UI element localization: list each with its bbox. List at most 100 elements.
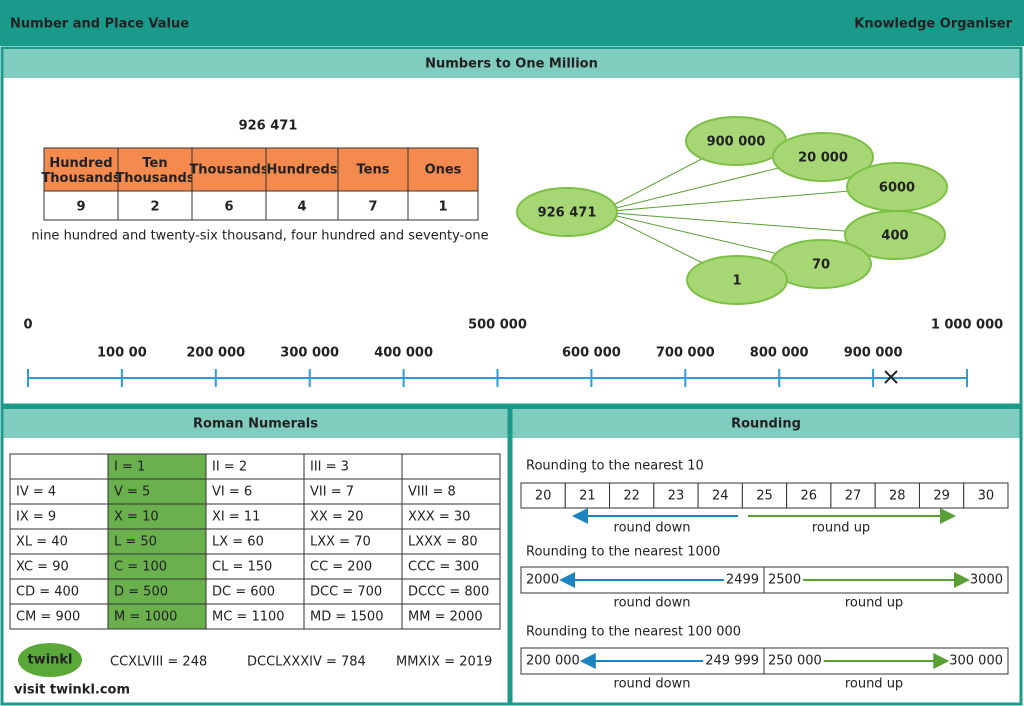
roman-numeral: XXX = 30 — [408, 510, 470, 525]
roman-cell — [303, 503, 403, 530]
section-heading: Numbers to One Million — [425, 57, 598, 72]
roman-numeral: MD = 1500 — [310, 610, 383, 625]
roman-example: CCXLVIII = 248 — [110, 655, 207, 670]
pv-header-cell — [191, 147, 267, 192]
roman-cell — [303, 603, 403, 630]
partition-label: 20 000 — [798, 151, 848, 166]
round-up: round up — [845, 677, 903, 692]
roman-cell — [401, 528, 501, 555]
section-band — [3, 50, 1020, 78]
roman-cell — [205, 578, 305, 605]
roman-cell — [9, 503, 109, 530]
pv-digit-cell — [43, 190, 119, 221]
pv-header: Ten Thousands — [115, 156, 194, 186]
number-line-label: 600 000 — [562, 346, 621, 361]
partition-bubble — [772, 132, 874, 182]
logo-badge — [18, 643, 82, 677]
roman-numeral: XX = 20 — [310, 510, 364, 525]
rounding-value: 29 — [933, 489, 950, 504]
section-band — [3, 410, 508, 438]
roman-numeral: XI = 11 — [212, 510, 260, 525]
round-down: round down — [614, 596, 691, 611]
partition-label: 400 — [881, 229, 908, 244]
rounding-value: 22 — [623, 489, 640, 504]
roman-numeral: IX = 9 — [16, 510, 56, 525]
rounding-start: 2000 — [526, 573, 559, 588]
partition-bubble — [686, 255, 788, 305]
pv-digit: 4 — [297, 200, 306, 215]
footer-link: visit twinkl.com — [14, 683, 130, 698]
subtitle: Knowledge Organiser — [854, 17, 1012, 32]
roman-numeral: LXX = 70 — [310, 535, 371, 550]
roman-cell — [303, 453, 403, 480]
roman-numeral: LXXX = 80 — [408, 535, 478, 550]
number-line-label: 800 000 — [750, 346, 809, 361]
number-line-label: 200 000 — [186, 346, 245, 361]
roman-cell — [401, 453, 501, 480]
partition-label: 6000 — [879, 181, 915, 196]
roman-cell — [303, 553, 403, 580]
title: Number and Place Value — [10, 17, 189, 32]
number-line-label: 300 000 — [280, 346, 339, 361]
header-bar — [0, 0, 1024, 46]
rounding-value: 21 — [579, 489, 596, 504]
big-number: 926 471 — [239, 119, 298, 134]
partition-label: 70 — [812, 258, 830, 273]
round-up: round up — [812, 521, 870, 536]
rounding-cell — [697, 482, 743, 509]
roman-numeral: MC = 1100 — [212, 610, 285, 625]
roman-numeral: M = 1000 — [114, 610, 177, 625]
pv-header: Hundred Thousands — [41, 156, 120, 186]
roman-cell — [303, 578, 403, 605]
rounding-value: 25 — [756, 489, 773, 504]
partition-bubble — [516, 187, 618, 237]
roman-cell — [9, 453, 109, 480]
rounding-high: 250 000 — [768, 654, 822, 669]
roman-numeral: DC = 600 — [212, 585, 275, 600]
pv-header: Ones — [425, 163, 462, 178]
roman-numeral: CC = 200 — [310, 560, 372, 575]
roman-numeral: CL = 150 — [212, 560, 272, 575]
roman-cell — [401, 578, 501, 605]
roman-numeral: V = 5 — [114, 485, 150, 500]
roman-numeral: VI = 6 — [212, 485, 252, 500]
roman-numeral: CD = 400 — [16, 585, 79, 600]
number-words: nine hundred and twenty-six thousand, fo… — [31, 229, 488, 244]
roman-numeral: C = 100 — [114, 560, 167, 575]
roman-cell — [401, 478, 501, 505]
roman-numeral: XL = 40 — [16, 535, 68, 550]
roman-numeral: CM = 900 — [16, 610, 80, 625]
rounding-value: 30 — [978, 489, 995, 504]
roman-numeral: VII = 7 — [310, 485, 354, 500]
roman-cell — [205, 603, 305, 630]
number-line-label: 0 — [23, 318, 32, 333]
rounding-cell — [963, 482, 1009, 509]
number-line-label: 700 000 — [656, 346, 715, 361]
rounding-cell — [741, 482, 788, 509]
partition-label: 926 471 — [538, 206, 597, 221]
roman-numeral: DCCC = 800 — [408, 585, 489, 600]
section-heading: Roman Numerals — [193, 417, 318, 432]
rounding-high: 2500 — [768, 573, 801, 588]
roman-cell — [107, 553, 207, 580]
partition-bubble — [844, 210, 946, 260]
roman-numeral: VIII = 8 — [408, 485, 456, 500]
rounding-cell — [830, 482, 876, 509]
roman-numeral: III = 3 — [310, 460, 349, 475]
rounding-low: 2499 — [726, 573, 759, 588]
rounding-start: 200 000 — [526, 654, 580, 669]
rounding-cell — [564, 482, 611, 509]
rounding-value: 23 — [668, 489, 685, 504]
roman-cell — [107, 578, 207, 605]
pv-digit-cell — [191, 190, 267, 221]
pv-digit: 2 — [150, 200, 159, 215]
pv-header-cell — [265, 147, 339, 192]
number-line-label: 400 000 — [374, 346, 433, 361]
pv-digit-cell — [407, 190, 479, 221]
roman-cell — [205, 553, 305, 580]
number-line-label: 100 00 — [97, 346, 147, 361]
pv-digit: 6 — [224, 200, 233, 215]
rounding-value: 20 — [535, 489, 552, 504]
